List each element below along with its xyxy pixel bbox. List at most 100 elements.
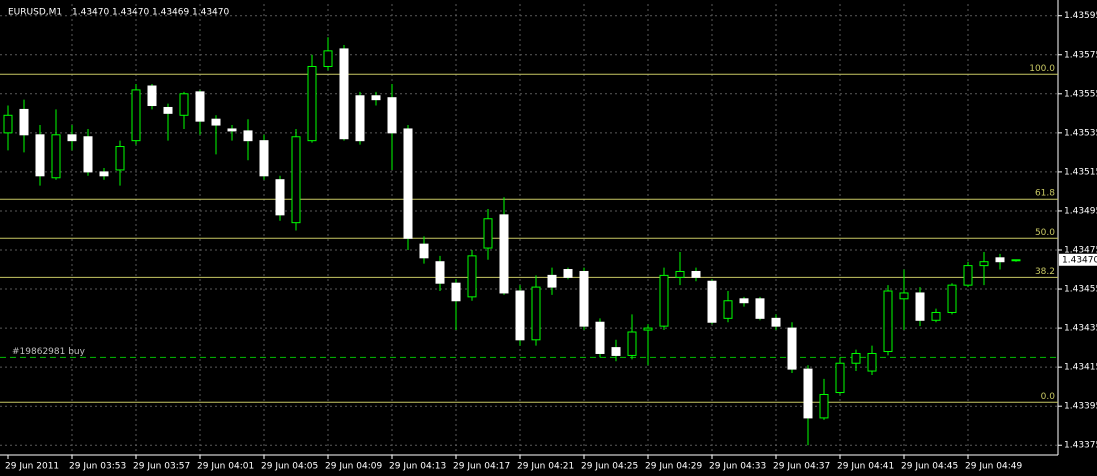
candle-body: [307, 65, 317, 142]
candle-body: [19, 108, 29, 136]
x-tick-label: 29 Jun 04:01: [197, 462, 254, 472]
price-tag-label: 1.43470: [1062, 255, 1097, 265]
candle-body: [35, 134, 45, 177]
candle-body: [579, 270, 589, 327]
y-tick-label: 1.43435: [1064, 324, 1097, 334]
x-tick-label: 29 Jun 04:25: [581, 462, 638, 472]
y-tick-label: 1.43515: [1064, 167, 1097, 177]
x-tick-label: 29 Jun 04:05: [261, 462, 318, 472]
candle-body: [819, 393, 829, 419]
x-tick-label: 29 Jun 2011: [5, 462, 59, 472]
x-tick-label: 29 Jun 04:33: [709, 462, 766, 472]
x-tick-label: 29 Jun 04:41: [837, 462, 894, 472]
candle-body: [995, 257, 1005, 263]
candle-body: [451, 282, 461, 302]
candle-body: [67, 134, 77, 142]
candle-body: [963, 265, 973, 286]
candle-body: [227, 128, 237, 132]
y-tick-label: 1.43575: [1064, 50, 1097, 60]
quote-close: 1.43470: [192, 8, 229, 18]
x-tick-label: 29 Jun 04:45: [901, 462, 958, 472]
order-label: #19862981 buy: [12, 347, 86, 357]
quote-open: 1.43470: [72, 8, 109, 18]
candle-body: [627, 331, 637, 356]
candle-body: [563, 269, 573, 278]
y-tick-label: 1.43495: [1064, 206, 1097, 216]
fib-label: 61.8: [1035, 189, 1055, 199]
y-tick-label: 1.43535: [1064, 128, 1097, 138]
candle-body: [3, 114, 13, 134]
candle-body: [867, 352, 877, 372]
fib-label: 38.2: [1035, 267, 1055, 277]
candle-body: [531, 286, 541, 341]
candle-body: [1011, 259, 1021, 262]
symbol: EURUSD,M1: [8, 8, 62, 18]
candle-body: [515, 290, 525, 341]
candle-body: [195, 91, 205, 122]
candle-body: [99, 171, 109, 177]
x-tick-label: 29 Jun 04:13: [389, 462, 446, 472]
y-tick-label: 1.43475: [1064, 246, 1097, 256]
y-tick-label: 1.43395: [1064, 402, 1097, 412]
candle-body: [979, 261, 989, 267]
fib-label: 50.0: [1035, 228, 1055, 238]
candle-body: [419, 243, 429, 259]
candle-body: [771, 317, 781, 327]
y-tick-label: 1.43375: [1064, 441, 1097, 451]
candle-body: [483, 218, 493, 249]
candle-body: [595, 321, 605, 354]
x-tick-label: 29 Jun 03:53: [69, 462, 126, 472]
candle-body: [339, 48, 349, 140]
y-tick-label: 1.43555: [1064, 89, 1097, 99]
fib-label: 0.0: [1041, 392, 1056, 402]
candle-body: [291, 136, 301, 224]
candle-body: [643, 327, 653, 331]
x-tick-label: 29 Jun 04:49: [965, 462, 1022, 472]
y-tick-label: 1.43455: [1064, 285, 1097, 295]
candle-body: [467, 255, 477, 298]
candle-body: [611, 347, 621, 356]
candle-body: [323, 50, 333, 67]
candle-body: [691, 270, 701, 278]
candle-body: [851, 352, 861, 364]
candle-body: [803, 368, 813, 419]
candle-body: [547, 274, 557, 288]
candle-body: [355, 95, 365, 142]
candle-body: [435, 261, 445, 284]
candle-body: [115, 146, 125, 171]
candle-body: [163, 106, 173, 114]
candle-body: [787, 327, 797, 370]
candle-body: [83, 136, 93, 173]
x-tick-label: 29 Jun 04:29: [645, 462, 702, 472]
candle-body: [371, 95, 381, 101]
candle-body: [707, 280, 717, 323]
candle-body: [211, 118, 221, 126]
candle-body: [947, 284, 957, 313]
quote-low: 1.43469: [152, 8, 189, 18]
y-tick-label: 1.43595: [1064, 11, 1097, 21]
candle-body: [131, 89, 141, 142]
candle-body: [835, 362, 845, 394]
candle-body: [915, 292, 925, 321]
candle-body: [387, 97, 397, 134]
candle-body: [147, 85, 157, 107]
x-tick-label: 29 Jun 04:09: [325, 462, 382, 472]
candle-body: [243, 130, 253, 142]
candle-body: [739, 298, 749, 304]
candle-body: [179, 93, 189, 116]
candle-body: [931, 311, 941, 321]
candle-body: [755, 298, 765, 319]
candle-body: [659, 274, 669, 327]
fib-label: 100.0: [1029, 64, 1055, 74]
y-tick-label: 1.43415: [1064, 363, 1097, 373]
x-tick-label: 29 Jun 04:21: [517, 462, 574, 472]
candle-body: [675, 270, 685, 278]
candle-body: [275, 179, 285, 216]
x-tick-label: 29 Jun 04:37: [773, 462, 830, 472]
candle-body: [51, 134, 61, 179]
candle-body: [403, 128, 413, 239]
candle-body: [899, 292, 909, 300]
price-tag: [1059, 253, 1097, 266]
